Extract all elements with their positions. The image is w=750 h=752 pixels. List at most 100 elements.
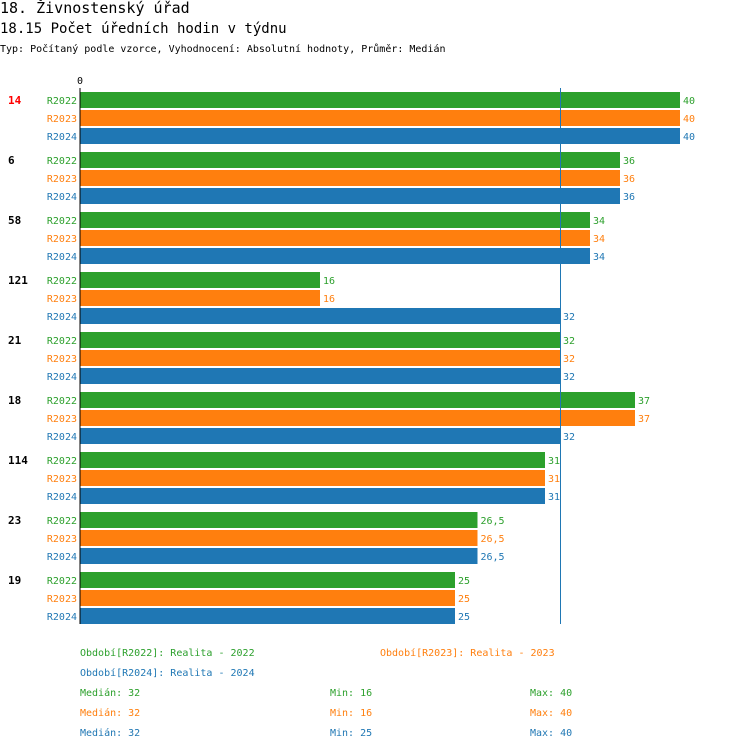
bar-18-r2022 bbox=[80, 392, 635, 408]
value-label-23-r2023: 26,5 bbox=[481, 534, 505, 545]
bar-14-r2022 bbox=[80, 92, 680, 108]
series-label-r2023: R2023 bbox=[47, 414, 77, 425]
series-label-r2022: R2022 bbox=[47, 156, 77, 167]
bar-18-r2023 bbox=[80, 410, 635, 426]
value-label-58-r2023: 34 bbox=[593, 234, 605, 245]
bar-19-r2022 bbox=[80, 572, 455, 588]
chart-title: 18. Živnostenský úřad bbox=[0, 0, 190, 17]
legend-period-r2024: Období[R2024]: Realita - 2024 bbox=[80, 668, 255, 679]
value-label-19-r2024: 25 bbox=[458, 612, 470, 623]
bar-23-r2023 bbox=[80, 530, 478, 546]
legend-median-r2023: Medián: 32 bbox=[80, 708, 141, 719]
series-label-r2024: R2024 bbox=[47, 492, 77, 503]
series-label-r2022: R2022 bbox=[47, 216, 77, 227]
value-label-121-r2023: 16 bbox=[323, 294, 335, 305]
value-label-14-r2024: 40 bbox=[683, 132, 695, 143]
series-label-r2024: R2024 bbox=[47, 132, 77, 143]
category-label-19: 19 bbox=[8, 574, 21, 587]
bar-6-r2022 bbox=[80, 152, 620, 168]
value-label-21-r2022: 32 bbox=[563, 336, 575, 347]
value-label-121-r2024: 32 bbox=[563, 312, 575, 323]
bar-121-r2022 bbox=[80, 272, 320, 288]
bar-14-r2023 bbox=[80, 110, 680, 126]
series-label-r2024: R2024 bbox=[47, 612, 77, 623]
value-label-19-r2022: 25 bbox=[458, 576, 470, 587]
bar-121-r2023 bbox=[80, 290, 320, 306]
series-label-r2022: R2022 bbox=[47, 96, 77, 107]
bar-114-r2023 bbox=[80, 470, 545, 486]
series-label-r2023: R2023 bbox=[47, 114, 77, 125]
series-label-r2022: R2022 bbox=[47, 516, 77, 527]
series-label-r2023: R2023 bbox=[47, 594, 77, 605]
value-label-6-r2023: 36 bbox=[623, 174, 635, 185]
series-label-r2023: R2023 bbox=[47, 474, 77, 485]
bar-19-r2023 bbox=[80, 590, 455, 606]
value-label-23-r2024: 26,5 bbox=[481, 552, 505, 563]
value-label-23-r2022: 26,5 bbox=[481, 516, 505, 527]
legend-median-r2024: Medián: 32 bbox=[80, 728, 141, 739]
legend-max-r2023: Max: 40 bbox=[530, 708, 573, 719]
category-label-21: 21 bbox=[8, 334, 22, 347]
series-label-r2022: R2022 bbox=[47, 396, 77, 407]
series-label-r2022: R2022 bbox=[47, 336, 77, 347]
value-label-58-r2024: 34 bbox=[593, 252, 605, 263]
legend-max-r2022: Max: 40 bbox=[530, 688, 573, 699]
legend-min-r2024: Min: 25 bbox=[330, 728, 373, 739]
series-label-r2022: R2022 bbox=[47, 576, 77, 587]
bar-23-r2024 bbox=[80, 548, 478, 564]
series-label-r2022: R2022 bbox=[47, 276, 77, 287]
value-label-114-r2023: 31 bbox=[548, 474, 560, 485]
category-label-114: 114 bbox=[8, 454, 28, 467]
legend-max-r2024: Max: 40 bbox=[530, 728, 573, 739]
value-label-21-r2023: 32 bbox=[563, 354, 575, 365]
bar-121-r2024 bbox=[80, 308, 560, 324]
series-label-r2023: R2023 bbox=[47, 294, 77, 305]
bar-114-r2024 bbox=[80, 488, 545, 504]
value-label-6-r2022: 36 bbox=[623, 156, 635, 167]
bar-58-r2023 bbox=[80, 230, 590, 246]
value-label-18-r2024: 32 bbox=[563, 432, 575, 443]
value-label-114-r2024: 31 bbox=[548, 492, 560, 503]
value-label-114-r2022: 31 bbox=[548, 456, 560, 467]
bar-114-r2022 bbox=[80, 452, 545, 468]
series-label-r2024: R2024 bbox=[47, 192, 77, 203]
category-label-14: 14 bbox=[8, 94, 22, 107]
bar-6-r2023 bbox=[80, 170, 620, 186]
bar-chart: 0 14 R2022 40 R2023 40 R2024 40 6 R2022 36 R2023 36 R… bbox=[8, 76, 695, 624]
bar-6-r2024 bbox=[80, 188, 620, 204]
value-label-14-r2023: 40 bbox=[683, 114, 695, 125]
series-label-r2024: R2024 bbox=[47, 552, 77, 563]
legend-median-r2022: Medián: 32 bbox=[80, 688, 141, 699]
bar-23-r2022 bbox=[80, 512, 478, 528]
legend-min-r2022: Min: 16 bbox=[330, 688, 373, 699]
value-label-19-r2023: 25 bbox=[458, 594, 470, 605]
series-label-r2023: R2023 bbox=[47, 534, 77, 545]
bar-58-r2024 bbox=[80, 248, 590, 264]
chart-subtitle: 18.15 Počet úředních hodin v týdnu bbox=[0, 21, 287, 37]
bar-18-r2024 bbox=[80, 428, 560, 444]
bar-58-r2022 bbox=[80, 212, 590, 228]
value-label-58-r2022: 34 bbox=[593, 216, 605, 227]
bar-21-r2023 bbox=[80, 350, 560, 366]
chart-meta: Typ: Počítaný podle vzorce, Vyhodnocení:… bbox=[0, 44, 446, 55]
value-label-121-r2022: 16 bbox=[323, 276, 335, 287]
series-label-r2024: R2024 bbox=[47, 432, 77, 443]
category-label-58: 58 bbox=[8, 214, 21, 227]
series-label-r2024: R2024 bbox=[47, 312, 77, 323]
value-label-21-r2024: 32 bbox=[563, 372, 575, 383]
series-label-r2024: R2024 bbox=[47, 372, 77, 383]
legend-period-r2023: Období[R2023]: Realita - 2023 bbox=[380, 648, 555, 659]
x-axis-zero-label: 0 bbox=[77, 76, 83, 87]
series-label-r2023: R2023 bbox=[47, 234, 77, 245]
value-label-18-r2022: 37 bbox=[638, 396, 650, 407]
bar-21-r2024 bbox=[80, 368, 560, 384]
bar-19-r2024 bbox=[80, 608, 455, 624]
series-label-r2022: R2022 bbox=[47, 456, 77, 467]
value-label-14-r2022: 40 bbox=[683, 96, 695, 107]
series-label-r2023: R2023 bbox=[47, 174, 77, 185]
series-label-r2023: R2023 bbox=[47, 354, 77, 365]
category-label-6: 6 bbox=[8, 154, 15, 167]
value-label-18-r2023: 37 bbox=[638, 414, 650, 425]
legend-period-r2022: Období[R2022]: Realita - 2022 bbox=[80, 648, 255, 659]
bar-14-r2024 bbox=[80, 128, 680, 144]
